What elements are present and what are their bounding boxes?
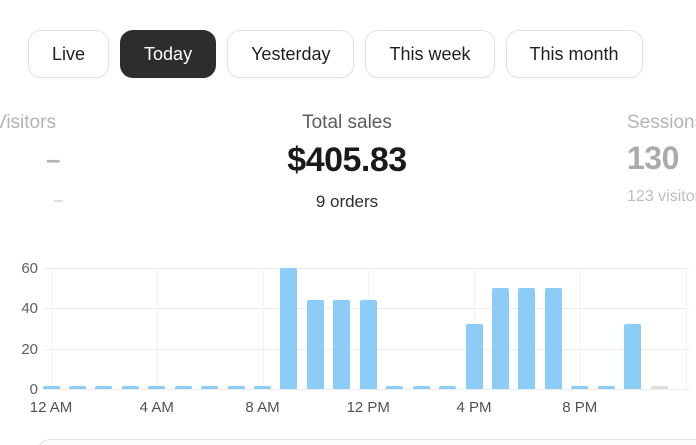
time-range-tabs: Live Today Yesterday This week This mont…: [28, 30, 643, 78]
sales-bar-1pm[interactable]: [386, 386, 404, 389]
y-gridline: [44, 389, 690, 390]
stat-total-sales[interactable]: Total sales $405.83 9 orders: [230, 112, 464, 212]
sales-bar-9pm[interactable]: [597, 386, 615, 389]
x-gridline: [156, 268, 158, 389]
tab-today[interactable]: Today: [120, 30, 217, 78]
y-axis-tick-label: 0: [29, 381, 38, 398]
visitors-sub: –: [54, 192, 63, 209]
visitors-value: –: [46, 144, 60, 174]
stat-visitors[interactable]: Visitors – –: [0, 112, 154, 209]
total-sales-orders: 9 orders: [315, 192, 379, 211]
sales-bar-10am[interactable]: [306, 300, 324, 389]
sales-bar-4pm[interactable]: [465, 324, 483, 389]
sessions-sub: 123 visitors: [627, 188, 696, 205]
sales-bar-8pm[interactable]: [571, 386, 589, 389]
sales-bar-2am[interactable]: [95, 386, 113, 389]
x-gridline: [579, 268, 581, 389]
sales-chart: 0 20 40 60 12 AM 4 AM 8 AM 12 PM 4 PM 8 PM: [0, 255, 696, 425]
x-axis-tick-label: 8 AM: [245, 399, 280, 416]
x-gridline: [51, 268, 52, 389]
sales-bar-11am[interactable]: [333, 300, 351, 389]
sales-bar-6am[interactable]: [201, 386, 219, 389]
sales-bar-11pm[interactable]: [650, 386, 668, 389]
total-sales-label: Total sales: [302, 112, 392, 133]
x-axis-tick-label: 12 AM: [29, 399, 73, 416]
y-axis-tick-label: 20: [21, 340, 38, 358]
x-gridline: [262, 268, 264, 389]
sales-bar-12pm[interactable]: [359, 300, 377, 389]
tab-yesterday[interactable]: Yesterday: [227, 30, 355, 78]
sales-bar-7am[interactable]: [227, 386, 245, 389]
total-sales-value: $405.83: [287, 141, 407, 179]
sales-bar-2pm[interactable]: [412, 386, 430, 389]
sales-bar-1am[interactable]: [68, 386, 86, 389]
sales-bar-5pm[interactable]: [491, 288, 509, 389]
sales-bar-8am[interactable]: [254, 386, 272, 389]
x-axis-tick-label: 8 PM: [562, 399, 598, 416]
sessions-label: Sessions: [627, 112, 696, 133]
x-gridline: [685, 268, 687, 389]
bottom-card-edge: [35, 439, 696, 445]
y-axis-tick-label: 40: [21, 300, 38, 318]
y-axis-tick-label: 60: [21, 260, 38, 277]
tab-this-month[interactable]: This month: [505, 30, 643, 78]
tab-live[interactable]: Live: [28, 30, 110, 78]
sales-bar-12am[interactable]: [42, 386, 60, 389]
tab-this-week[interactable]: This week: [365, 30, 495, 78]
stat-sessions[interactable]: Sessions 130 123 visitors: [627, 112, 696, 206]
x-axis-tick-label: 12 PM: [346, 399, 390, 416]
sales-bar-4am[interactable]: [148, 386, 166, 389]
sales-bar-3pm[interactable]: [439, 386, 457, 389]
sales-bar-6pm[interactable]: [518, 288, 536, 389]
sales-bar-9am[interactable]: [280, 268, 298, 389]
sales-bar-7pm[interactable]: [544, 288, 562, 389]
x-axis-tick-label: 4 PM: [456, 399, 492, 416]
x-axis-tick-label: 4 AM: [139, 399, 174, 416]
sales-bar-10pm[interactable]: [624, 324, 642, 389]
visitors-label: Visitors: [0, 112, 56, 133]
sales-bar-5am[interactable]: [174, 386, 192, 389]
y-gridline: [44, 268, 690, 269]
sessions-value: 130: [627, 140, 679, 176]
sales-bar-3am[interactable]: [121, 386, 139, 389]
